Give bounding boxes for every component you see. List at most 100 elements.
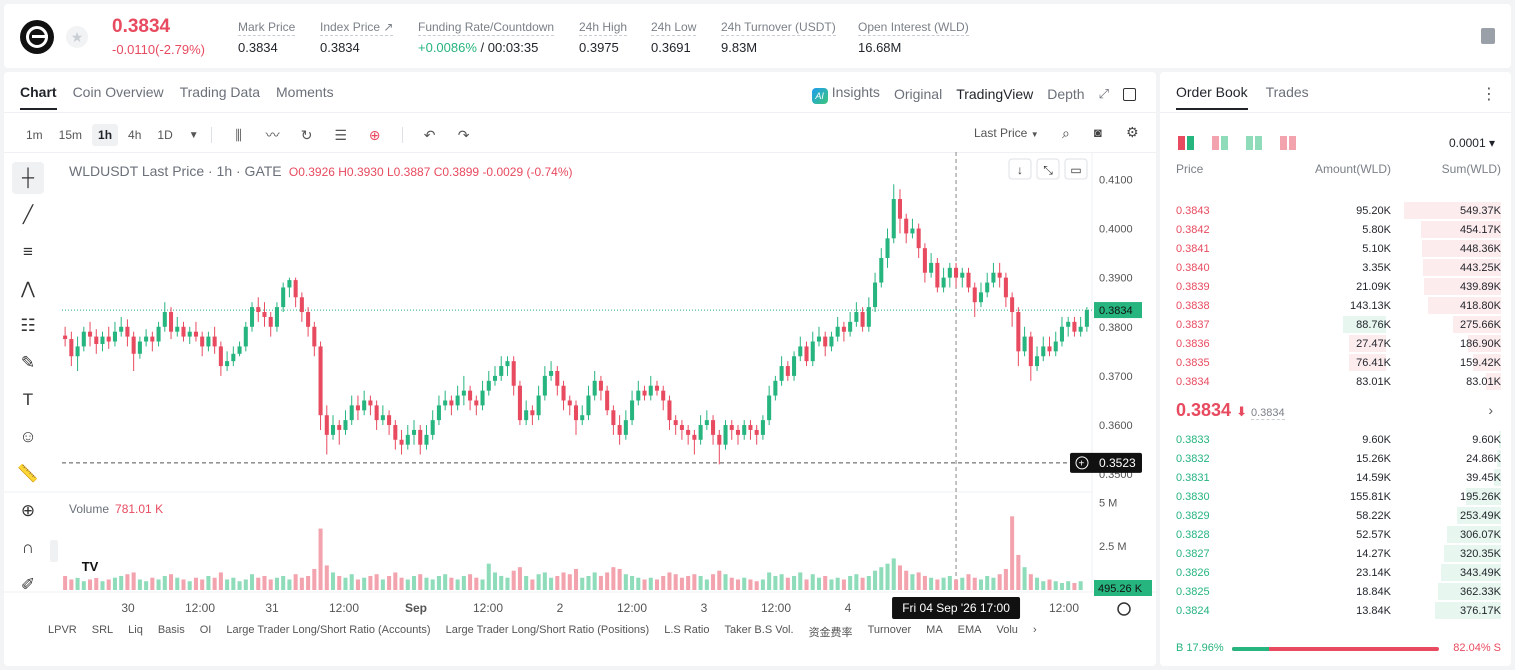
bid-row[interactable]: 0.3827 14.27K 320.35K: [1160, 543, 1511, 562]
undo-icon[interactable]: ↶: [423, 127, 436, 143]
replay-icon[interactable]: ↻: [300, 127, 313, 143]
bid-row[interactable]: 0.3832 15.26K 24.86K: [1160, 448, 1511, 467]
magnet-icon[interactable]: ∩: [21, 538, 35, 557]
ask-row[interactable]: 0.3838 143.13K 418.80K: [1160, 295, 1511, 314]
timeframe-15m[interactable]: 15m: [58, 128, 83, 142]
bid-row[interactable]: 0.3824 13.84K 376.17K: [1160, 600, 1511, 619]
pattern-icon[interactable]: ⋀: [21, 279, 35, 298]
tab-coin-overview[interactable]: Coin Overview: [72, 84, 164, 100]
collapse-icon[interactable]: [1036, 158, 1060, 180]
fib-icon[interactable]: ☷: [20, 316, 36, 335]
ask-row[interactable]: 0.3837 88.76K 275.66K: [1160, 314, 1511, 333]
timeframe-1h[interactable]: 1h: [92, 124, 119, 146]
index-price-stat[interactable]: Index Price ↗ 0.3834: [320, 20, 394, 55]
bid-row[interactable]: 0.3831 14.59K 39.45K: [1160, 467, 1511, 486]
candlestick-chart[interactable]: 0.4100 0.4000 0.3900 0.3800 0.3700 0.3600 0.35…: [4, 72, 1156, 666]
depth-bar: [1422, 240, 1501, 257]
favorite-star-icon[interactable]: ★: [66, 26, 88, 48]
tab-trades[interactable]: Trades: [1265, 84, 1309, 100]
bid-row[interactable]: 0.3833 9.60K 9.60K: [1160, 429, 1511, 448]
both-sides-icon[interactable]: [1178, 136, 1194, 150]
precision-select[interactable]: 0.0001 ▾: [1448, 136, 1495, 150]
volume-bar: [654, 579, 660, 590]
bid-row[interactable]: 0.3826 23.14K 343.49K: [1160, 562, 1511, 581]
brush-icon[interactable]: ✎: [20, 353, 36, 372]
text-icon[interactable]: T: [22, 390, 34, 409]
indicator-1[interactable]: SRL: [91, 624, 114, 636]
tab-trading-data[interactable]: Trading Data: [179, 84, 261, 100]
indicator-10[interactable]: Turnover: [867, 624, 912, 636]
indicator-3[interactable]: Basis: [157, 624, 185, 636]
indicator-0[interactable]: LPVR: [48, 624, 77, 636]
bid-row[interactable]: 0.3829 58.22K 253.49K: [1160, 505, 1511, 524]
chevron-right-icon[interactable]: ›: [1032, 624, 1037, 636]
chart-tabs: Chart Coin Overview Trading Data Moments: [20, 84, 334, 110]
indicator-8[interactable]: Taker B.S Vol.: [724, 624, 794, 636]
bid-row[interactable]: 0.3830 155.81K 195.26K: [1160, 486, 1511, 505]
asks-only-icon[interactable]: [1280, 136, 1296, 150]
bid-row[interactable]: 0.3828 52.57K 306.07K: [1160, 524, 1511, 543]
indicator-7[interactable]: L.S Ratio: [664, 624, 710, 636]
zoom-in-icon[interactable]: ⊕: [20, 501, 36, 520]
legend-close: C0.3899: [433, 165, 480, 179]
indicator-12[interactable]: EMA: [957, 624, 982, 636]
tab-chart[interactable]: Chart: [20, 84, 57, 110]
candle-body: [424, 434, 429, 445]
down-arrow-icon[interactable]: [1008, 158, 1032, 180]
tab-order-book[interactable]: Order Book: [1176, 84, 1248, 110]
ask-row[interactable]: 0.3834 83.01K 83.01K: [1160, 371, 1511, 390]
redo-icon[interactable]: ↷: [457, 127, 470, 143]
emoji-icon[interactable]: ☺: [19, 427, 37, 446]
bids-only-icon[interactable]: [1246, 136, 1262, 150]
ask-row[interactable]: 0.3839 21.09K 439.89K: [1160, 276, 1511, 295]
expand-icon[interactable]: ⤢: [1098, 86, 1109, 101]
ask-row[interactable]: 0.3842 5.80K 454.17K: [1160, 219, 1511, 238]
ask-row[interactable]: 0.3841 5.10K 448.36K: [1160, 238, 1511, 257]
crosshair-icon[interactable]: ┼: [12, 162, 44, 194]
ask-row[interactable]: 0.3843 95.20K 549.37K: [1160, 200, 1511, 219]
last-price-select[interactable]: Last Price ▼: [974, 126, 1039, 140]
indicator-2[interactable]: Liq: [128, 624, 143, 636]
tab-depth[interactable]: Depth: [1047, 86, 1085, 102]
pencil-lock-icon[interactable]: ✐: [20, 575, 36, 594]
axis-settings-icon[interactable]: [1117, 602, 1131, 616]
ruler-icon[interactable]: 📏: [17, 464, 39, 483]
timeframe-4h[interactable]: 4h: [128, 128, 142, 142]
indicator-5[interactable]: Large Trader Long/Short Ratio (Accounts): [226, 624, 431, 636]
indicator-11[interactable]: MA: [926, 624, 943, 636]
trendline-icon[interactable]: ╱: [22, 205, 34, 224]
indicator-4[interactable]: OI: [199, 624, 212, 636]
tab-tradingview[interactable]: TradingView: [956, 86, 1034, 102]
add-indicator-icon[interactable]: ⊕: [368, 127, 381, 143]
tab-moments[interactable]: Moments: [276, 84, 334, 100]
book-icon[interactable]: [1481, 28, 1495, 44]
timeframe-1m[interactable]: 1m: [26, 128, 43, 142]
gear-icon[interactable]: ⚙: [1126, 124, 1139, 140]
templates-icon[interactable]: ☰: [334, 127, 347, 143]
more-icon[interactable]: ⋮: [1481, 86, 1497, 103]
search-icon[interactable]: ⌕: [1062, 125, 1070, 141]
camera-icon[interactable]: ◙: [1094, 125, 1102, 140]
insights-button[interactable]: AI Insights: [811, 84, 880, 104]
window-icon[interactable]: [1123, 87, 1136, 101]
indicator-9[interactable]: 资金费率: [808, 627, 853, 639]
chevron-right-icon[interactable]: ›: [1488, 402, 1493, 418]
timeframe-1d[interactable]: 1D: [157, 128, 173, 142]
ask-row[interactable]: 0.3835 76.41K 159.42K: [1160, 352, 1511, 371]
ask-row[interactable]: 0.3840 3.35K 443.25K: [1160, 257, 1511, 276]
ask-row[interactable]: 0.3836 27.47K 186.90K: [1160, 333, 1511, 352]
indicator-6[interactable]: Large Trader Long/Short Ratio (Positions…: [445, 624, 650, 636]
indicator-13[interactable]: Volu: [996, 624, 1018, 636]
candle-body: [187, 331, 192, 337]
indicators-icon[interactable]: 〰: [265, 127, 280, 143]
timeframe-dropdown-icon[interactable]: ▼: [188, 129, 199, 141]
bid-row[interactable]: 0.3825 18.84K 362.33K: [1160, 581, 1511, 600]
candle-body: [1022, 336, 1027, 352]
tab-original[interactable]: Original: [893, 86, 943, 102]
candle-type-icon[interactable]: ⫼: [235, 127, 242, 143]
candle-body: [841, 326, 846, 332]
maximize-pane-icon[interactable]: [1064, 158, 1088, 180]
horizontal-lines-icon[interactable]: ≡: [23, 242, 33, 261]
book-price: 0.3838: [1176, 300, 1210, 312]
split-view-icon[interactable]: [1212, 136, 1228, 150]
